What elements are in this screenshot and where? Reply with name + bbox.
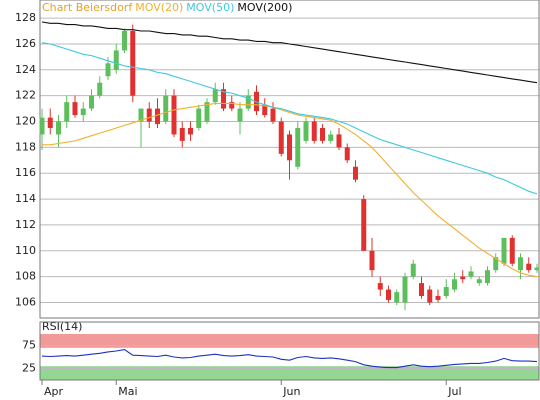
y-tick-label: 75: [22, 339, 36, 352]
candle-body: [476, 279, 482, 284]
candle-body: [146, 108, 152, 122]
y-tick-label: 122: [15, 89, 36, 102]
candle-body: [138, 108, 144, 122]
candle-body: [278, 121, 284, 154]
y-tick-label: 116: [15, 166, 36, 179]
candle-body: [188, 127, 193, 135]
candle-body: [245, 95, 251, 109]
candle-body: [311, 121, 317, 141]
candle-body: [353, 166, 358, 180]
candle-body: [270, 108, 276, 122]
panel-frame: [39, 321, 540, 381]
candle-body: [39, 117, 45, 135]
band: [40, 334, 539, 348]
candle-body: [534, 267, 540, 271]
candle-body: [501, 237, 507, 264]
candle-body: [80, 108, 86, 116]
candle-body: [509, 237, 515, 264]
candle-body: [196, 108, 202, 128]
candle-body: [155, 108, 160, 125]
candle-body: [47, 117, 53, 128]
candle-body: [105, 63, 111, 77]
candle-body: [369, 250, 375, 271]
y-tick-label: 114: [15, 192, 36, 205]
candle-body: [402, 276, 408, 303]
candle-body: [56, 121, 61, 135]
candle-body: [237, 108, 243, 122]
candle-body: [122, 31, 127, 51]
y-tick-label: 126: [15, 37, 36, 50]
candle-body: [518, 257, 523, 271]
series-line: [41, 42, 538, 195]
candle-body: [221, 89, 226, 109]
x-tick-label: Mai: [118, 385, 137, 398]
candle-body: [493, 257, 499, 271]
candle-body: [460, 276, 466, 280]
panel-frame: [39, 0, 540, 319]
candle-body: [303, 121, 309, 141]
candle-body: [435, 296, 441, 300]
candle-body: [344, 147, 350, 161]
candle-body: [130, 31, 136, 96]
candle-body: [295, 127, 301, 167]
band: [40, 366, 539, 380]
y-tick-label: 118: [15, 140, 36, 153]
y-tick-label: 106: [15, 295, 36, 308]
candle-body: [229, 102, 235, 109]
candle-body: [287, 134, 292, 161]
candle-body: [452, 279, 457, 290]
legend-entry: MOV(200): [237, 1, 292, 14]
candle-body: [97, 82, 103, 96]
series-line: [41, 349, 538, 369]
y-tick-label: 110: [15, 244, 36, 257]
y-tick-label: 108: [15, 270, 36, 283]
x-tick-label: Apr: [44, 385, 64, 398]
candle-body: [361, 199, 367, 251]
candle-body: [328, 134, 334, 141]
x-tick-label: Jun: [282, 385, 300, 398]
candle-body: [171, 95, 177, 135]
y-tick-label: 112: [15, 218, 36, 231]
candle-body: [113, 50, 119, 70]
x-tick-label: Jul: [447, 385, 461, 398]
candle-body: [394, 292, 400, 303]
rsi-title: RSI(14): [42, 320, 82, 333]
candle-body: [163, 95, 169, 122]
candle-body: [427, 289, 433, 303]
candle-body: [377, 283, 383, 290]
candle-body: [526, 263, 532, 271]
candle-body: [179, 127, 185, 141]
candle-body: [212, 89, 218, 103]
series-line: [41, 21, 538, 84]
chart-title: Chart Beiersdorf: [42, 1, 133, 14]
legend: Chart Beiersdorf MOV(20) MOV(50) MOV(200): [42, 1, 292, 14]
candle-body: [320, 127, 325, 141]
candle-body: [204, 102, 210, 122]
candle-body: [485, 270, 490, 284]
legend-entry: MOV(50): [186, 1, 234, 14]
candle-body: [64, 102, 70, 122]
y-tick-label: 124: [15, 63, 36, 76]
y-tick-label: 128: [15, 11, 36, 24]
candle-body: [386, 289, 391, 300]
candle-body: [89, 95, 94, 109]
y-tick-label: 120: [15, 115, 36, 128]
candle-body: [254, 91, 259, 112]
candle-body: [72, 102, 78, 116]
legend-entry: MOV(20): [135, 1, 183, 14]
candle-body: [468, 271, 474, 277]
candle-body: [419, 283, 424, 297]
series-line: [42, 102, 538, 278]
candle-body: [262, 104, 268, 116]
candle-body: [336, 134, 342, 148]
y-tick-label: 25: [22, 362, 36, 375]
candle-body: [410, 263, 416, 277]
candle-body: [443, 286, 449, 297]
